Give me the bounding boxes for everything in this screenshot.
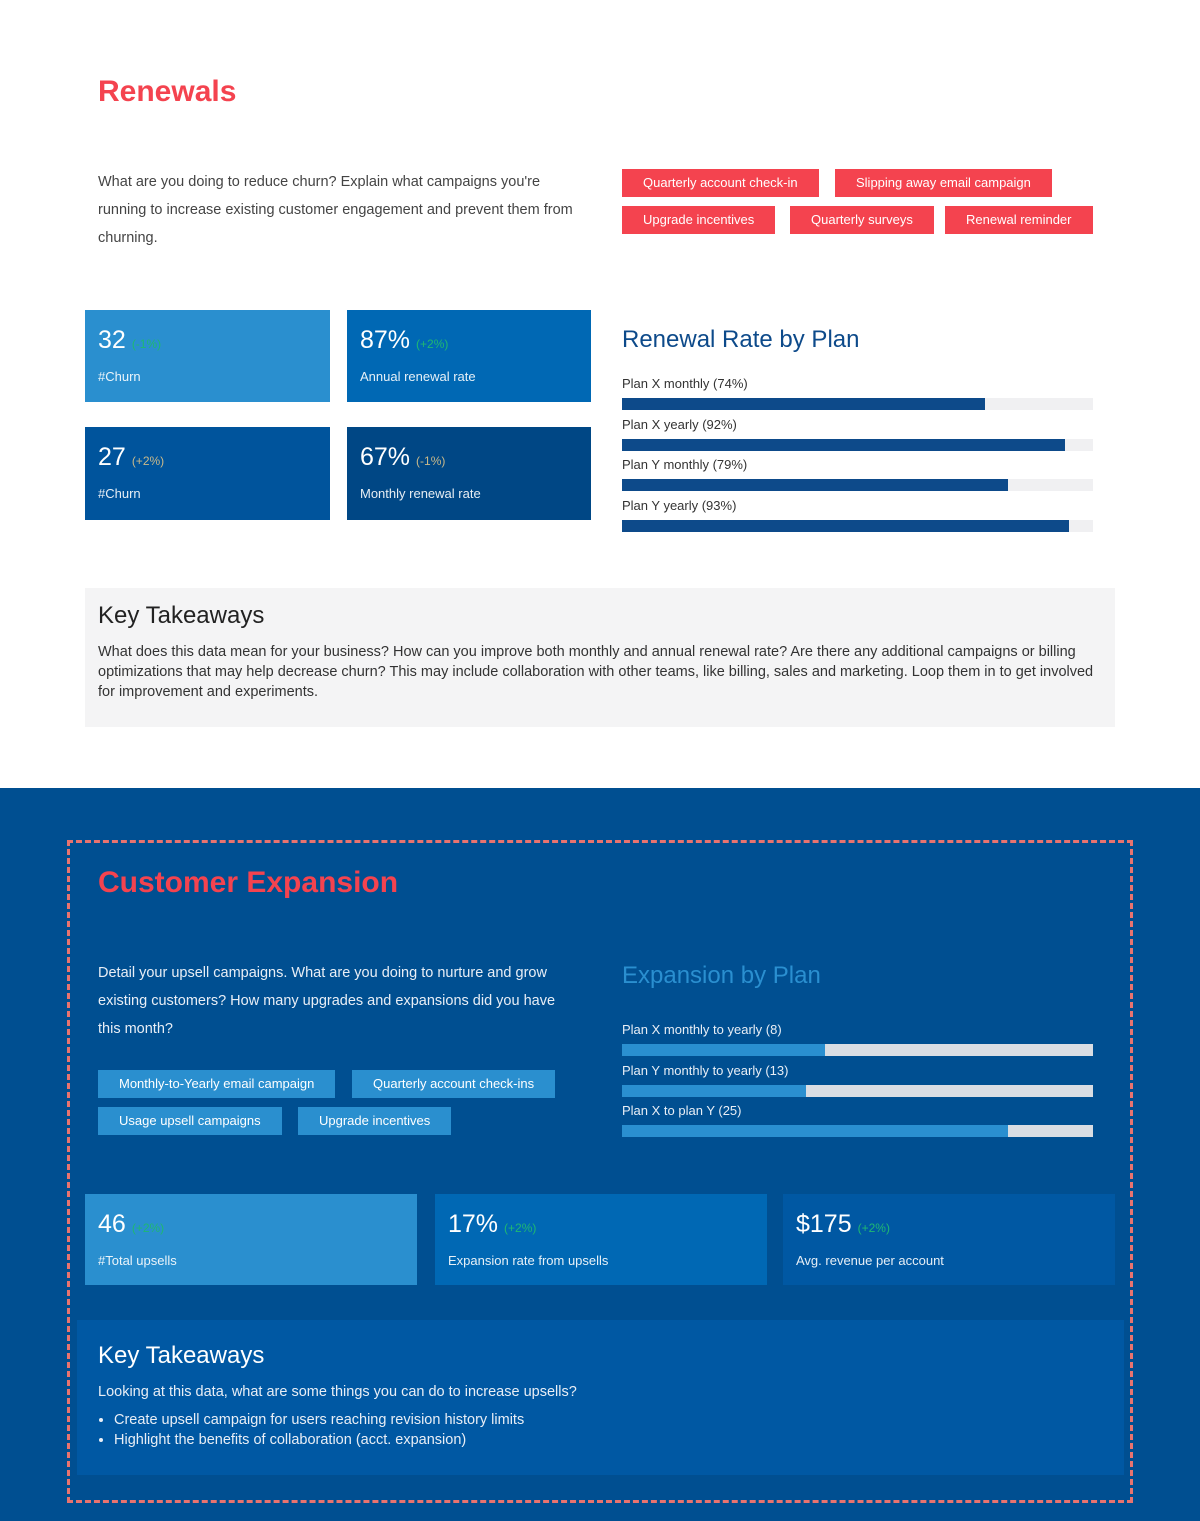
bar-fill bbox=[622, 438, 1065, 451]
renewal-chart-title: Renewal Rate by Plan bbox=[622, 326, 860, 353]
bar-label: Plan Y monthly (79%) bbox=[622, 457, 748, 472]
metric-value: 67% bbox=[360, 443, 411, 471]
metric-label: Monthly renewal rate bbox=[360, 486, 481, 501]
metric-label: Annual renewal rate bbox=[360, 369, 476, 384]
bar-label: Plan X monthly to yearly (8) bbox=[622, 1022, 782, 1037]
bar-fill bbox=[622, 398, 985, 410]
expansion-chart-title: Expansion by Plan bbox=[622, 962, 821, 989]
campaign-tag[interactable]: Quarterly account check-ins bbox=[352, 1070, 556, 1098]
bar-label: Plan Y yearly (93%) bbox=[622, 497, 737, 513]
takeaways-text: Looking at this data, what are some thin… bbox=[98, 1384, 577, 1400]
metric-delta: (+2%) bbox=[416, 337, 449, 351]
renewals-key-takeaways: Key Takeaways What does this data mean f… bbox=[85, 588, 1115, 727]
campaign-tag[interactable]: Renewal reminder bbox=[945, 206, 1093, 234]
campaign-tag[interactable]: Usage upsell campaigns bbox=[98, 1107, 282, 1135]
renewals-intro: What are you doing to reduce churn? Expl… bbox=[98, 174, 573, 246]
bar-track bbox=[622, 1044, 1093, 1056]
expansion-intro: Detail your upsell campaigns. What are y… bbox=[98, 965, 556, 1037]
metric-label: #Total upsells bbox=[98, 1253, 177, 1268]
campaign-tag[interactable]: Upgrade incentives bbox=[298, 1107, 452, 1135]
expansion-key-takeaways: Key Takeaways Looking at this data, what… bbox=[77, 1320, 1124, 1475]
bar-fill bbox=[622, 1044, 825, 1056]
metric-delta: (-1%) bbox=[131, 337, 162, 351]
metric-value: 46 bbox=[98, 1210, 126, 1238]
metric-card: 67% (-1%) Monthly renewal rate bbox=[347, 427, 591, 520]
campaign-tag[interactable]: Upgrade incentives bbox=[622, 206, 776, 234]
metric-card: 32 (-1%) #Churn bbox=[85, 310, 330, 402]
metric-value: 17% bbox=[448, 1210, 499, 1238]
bar-track bbox=[622, 519, 1093, 532]
metric-value: 32 bbox=[98, 326, 126, 354]
metric-value: 87% bbox=[360, 326, 411, 354]
bar-fill bbox=[622, 519, 1070, 532]
bar-fill bbox=[622, 479, 1009, 491]
renewals-title: Renewals bbox=[98, 75, 237, 108]
metric-delta: (+2%) bbox=[857, 1221, 890, 1235]
campaign-tag[interactable]: Quarterly account check-in bbox=[622, 169, 819, 197]
metric-card: $175 (+2%) Avg. revenue per account bbox=[783, 1194, 1115, 1285]
metric-delta: (-1%) bbox=[416, 454, 446, 468]
bar-track bbox=[622, 1084, 1093, 1097]
takeaways-title: Key Takeaways bbox=[98, 1342, 265, 1369]
bar-fill bbox=[622, 1125, 1009, 1137]
metric-card: 87% (+2%) Annual renewal rate bbox=[347, 310, 591, 402]
metric-card: 27 (+2%) #Churn bbox=[85, 427, 330, 520]
metric-delta: (+2%) bbox=[131, 1221, 165, 1235]
bar-label: Plan X to plan Y (25) bbox=[622, 1103, 742, 1118]
campaign-tag[interactable]: Monthly-to-Yearly email campaign bbox=[98, 1070, 336, 1098]
metric-label: Avg. revenue per account bbox=[796, 1253, 944, 1268]
bar-track bbox=[622, 1125, 1093, 1137]
metric-label: #Churn bbox=[98, 369, 141, 384]
bar-track bbox=[622, 438, 1093, 451]
metric-label: Expansion rate from upsells bbox=[448, 1253, 609, 1268]
metric-card: 17% (+2%) Expansion rate from upsells bbox=[435, 1194, 767, 1285]
expansion-title: Customer Expansion bbox=[98, 866, 399, 899]
bar-track bbox=[622, 479, 1093, 491]
dashed-border bbox=[67, 840, 1133, 1503]
metric-card: 46 (+2%) #Total upsells bbox=[85, 1194, 417, 1285]
metric-label: #Churn bbox=[98, 486, 141, 501]
bar-track bbox=[622, 398, 1093, 410]
bar-fill bbox=[622, 1084, 806, 1097]
bar-label: Plan Y monthly to yearly (13) bbox=[622, 1062, 789, 1078]
bar-label: Plan X yearly (92%) bbox=[622, 416, 737, 432]
takeaway-bullet: Create upsell campaign for users reachin… bbox=[114, 1410, 1103, 1430]
campaign-tag[interactable]: Slipping away email campaign bbox=[835, 169, 1052, 197]
campaign-tag[interactable]: Quarterly surveys bbox=[790, 206, 934, 234]
takeaways-text: What does this data mean for your busine… bbox=[98, 644, 1094, 700]
takeaways-title: Key Takeaways bbox=[98, 602, 265, 629]
metric-delta: (+2%) bbox=[504, 1221, 537, 1235]
takeaway-bullet: Highlight the benefits of collaboration … bbox=[114, 1430, 1103, 1450]
metric-value: 27 bbox=[98, 443, 126, 471]
metric-value: $175 bbox=[796, 1210, 852, 1238]
metric-delta: (+2%) bbox=[131, 454, 165, 468]
bar-label: Plan X monthly (74%) bbox=[622, 376, 748, 391]
